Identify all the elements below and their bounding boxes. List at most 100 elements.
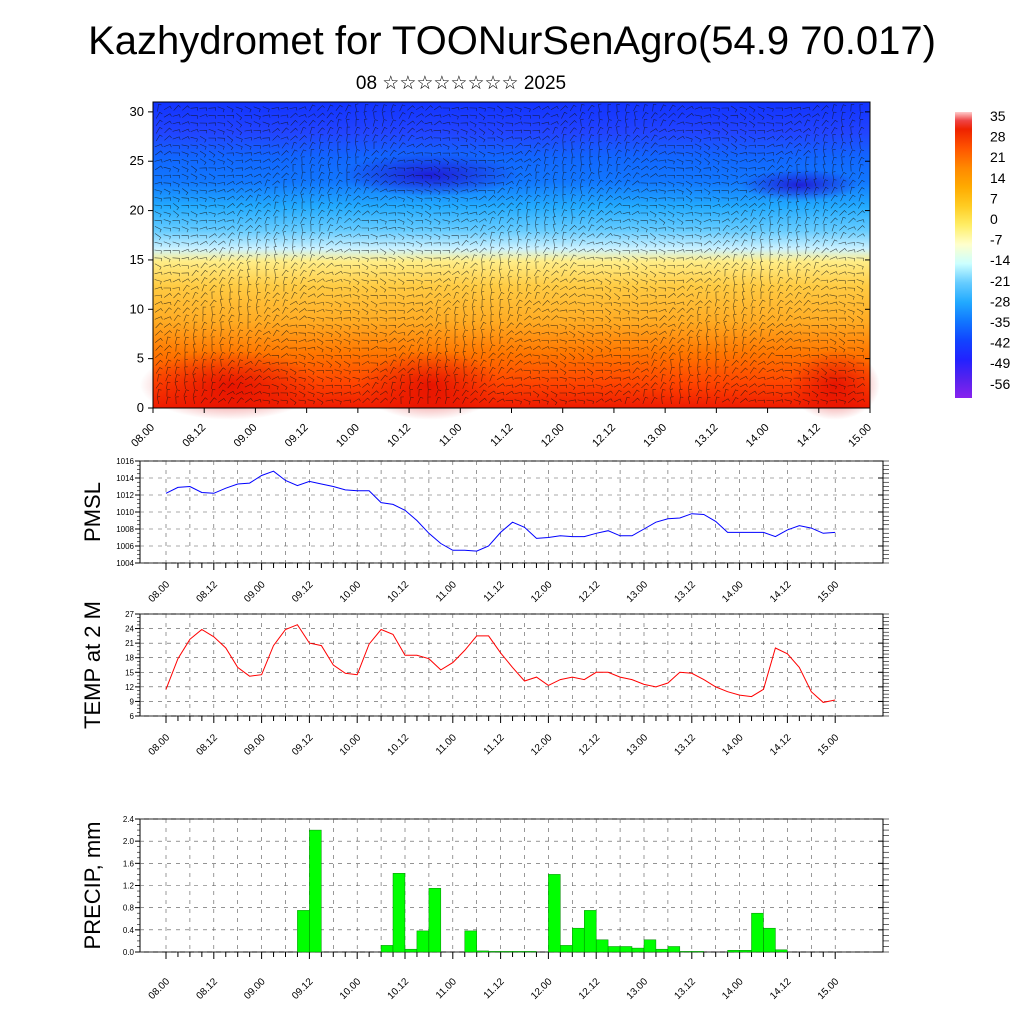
wind-barb <box>715 336 719 345</box>
wind-barb <box>676 197 684 201</box>
wind-barb <box>397 294 405 300</box>
wind-barb <box>859 111 864 120</box>
wind-barb <box>523 323 532 328</box>
wind-barb <box>370 286 378 293</box>
wind-barb <box>838 354 847 359</box>
wind-barb <box>301 223 305 232</box>
wind-barb <box>481 374 486 382</box>
wind-barb <box>154 249 162 254</box>
wind-barb <box>426 344 432 352</box>
wind-barb <box>307 324 315 330</box>
pmsl-y-tick-label: 1014 <box>116 474 134 483</box>
wind-barb <box>550 347 558 352</box>
wind-barb <box>787 224 792 232</box>
wind-barb <box>172 227 180 232</box>
wind-barb <box>290 127 298 134</box>
wind-barb <box>676 175 684 179</box>
wind-barb <box>292 239 297 247</box>
wind-barb <box>652 104 657 112</box>
wind-barb <box>749 203 757 208</box>
wind-barb <box>613 340 621 344</box>
wind-barb <box>622 233 630 240</box>
wind-barb <box>379 257 387 262</box>
wind-barb <box>856 346 864 353</box>
wind-barb <box>778 209 783 217</box>
wind-barb <box>705 314 712 322</box>
wind-barb <box>326 360 333 368</box>
wind-barb <box>316 391 324 397</box>
wind-barb <box>346 179 350 187</box>
wind-barb <box>748 383 757 388</box>
wind-barb <box>544 216 549 224</box>
wind-barb <box>640 354 649 358</box>
wind-barb <box>200 299 208 306</box>
wind-barb <box>318 216 325 224</box>
temp-ylabel: TEMP at 2 M <box>80 601 105 729</box>
wind-barb <box>712 114 720 120</box>
precip-bar <box>297 910 310 953</box>
wind-barb <box>596 247 604 253</box>
wind-barb <box>832 179 837 187</box>
precip-x-tick-label: 11.00 <box>434 976 459 1001</box>
wind-barb <box>255 194 262 202</box>
wind-barb <box>579 186 584 194</box>
wind-barb <box>676 205 684 209</box>
wind-barb <box>676 182 684 187</box>
wind-barb <box>769 261 774 269</box>
wind-barb <box>262 121 270 128</box>
wind-barb <box>650 233 657 241</box>
wind-barb <box>532 369 540 375</box>
wind-barb <box>434 284 442 292</box>
wind-barb <box>551 270 559 276</box>
wind-barb <box>838 257 847 261</box>
wind-barb <box>669 344 676 352</box>
wind-barb <box>271 114 280 119</box>
wind-barb <box>615 141 622 149</box>
wind-barb <box>192 291 199 299</box>
wind-barb <box>676 189 684 195</box>
wind-barb <box>371 179 379 186</box>
wind-barb <box>526 239 531 247</box>
wind-barb <box>631 347 640 351</box>
wind-barb <box>767 315 775 321</box>
wind-barb <box>658 241 666 248</box>
wind-barb <box>235 143 243 150</box>
wind-barb <box>535 216 540 225</box>
wind-barb <box>433 188 441 195</box>
wind-barb <box>607 104 611 112</box>
wind-barb <box>840 194 847 202</box>
wind-barb <box>460 197 468 202</box>
wind-barb <box>795 292 802 299</box>
wind-barb <box>739 181 748 186</box>
wind-barb <box>229 321 233 329</box>
wind-barb <box>685 122 693 127</box>
wind-barb <box>435 389 442 397</box>
wind-barb <box>544 164 549 172</box>
wind-barb <box>237 224 244 232</box>
wind-barb <box>811 113 820 118</box>
wind-barb <box>787 201 792 210</box>
wind-barb <box>298 376 306 382</box>
wind-barb <box>406 143 415 148</box>
wind-barb <box>577 256 586 260</box>
wind-barb <box>640 173 649 178</box>
wind-barb <box>631 203 640 208</box>
wind-barb <box>237 262 244 269</box>
wind-barb <box>631 189 640 193</box>
wind-barb <box>721 159 729 165</box>
wind-barb <box>595 346 603 353</box>
wind-barb <box>579 194 586 202</box>
wind-barb <box>334 385 342 389</box>
wind-barb <box>379 317 387 322</box>
wind-barb <box>775 385 783 389</box>
wind-barb <box>363 118 368 127</box>
wind-barb <box>785 284 793 292</box>
wind-barb <box>832 171 836 180</box>
wind-barb <box>820 279 829 284</box>
wind-barb <box>479 247 487 254</box>
wind-barb <box>613 377 621 381</box>
wind-barb <box>607 111 611 120</box>
wind-barb <box>650 375 658 381</box>
wind-barb <box>802 285 811 290</box>
